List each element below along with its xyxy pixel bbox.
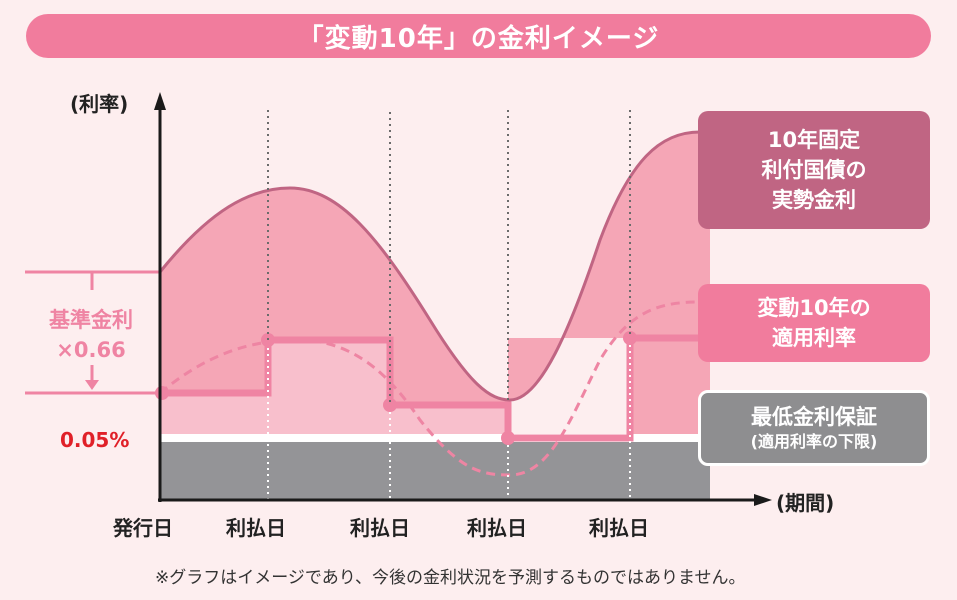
x-tick-payment-4: 利払日: [589, 516, 649, 540]
legend-variable-rate: 変動10年の 適用利率: [698, 284, 930, 362]
y-axis-label: (利率): [70, 92, 129, 116]
legend-bond-line1: 10年固定: [767, 128, 861, 152]
legend-floor-line2: (適用利率の下限): [750, 432, 878, 451]
base-rate-line1: 基準金利: [49, 308, 133, 332]
chart-title: 「変動10年」の金利イメージ: [26, 14, 931, 58]
legend-floor-rate: 最低金利保証 (適用利率の下限): [698, 390, 930, 466]
legend-bond-rate: 10年固定 利付国債の 実勢金利: [698, 111, 930, 229]
x-tick-payment-2: 利払日: [350, 516, 410, 540]
floor-band: [160, 442, 710, 500]
legend-bond-line3: 実勢金利: [772, 188, 856, 212]
legend-variable-line1: 変動10年の: [757, 296, 871, 320]
base-rate-annotation: 基準金利 ×0.66: [26, 305, 156, 365]
legend-floor-line1: 最低金利保証: [751, 405, 877, 429]
x-axis-label: (期間): [776, 491, 835, 515]
x-tick-issue-date: 発行日: [113, 516, 173, 540]
floor-rate-label: 0.05%: [60, 428, 130, 452]
bond-area: [160, 132, 710, 434]
bond-curve: [158, 130, 701, 402]
x-tick-payment-1: 利払日: [226, 516, 286, 540]
base-rate-line2: ×0.66: [56, 338, 126, 362]
x-tick-payment-3: 利払日: [467, 516, 527, 540]
footnote: ※グラフはイメージであり、今後の金利状況を予測するものではありません。: [155, 568, 746, 588]
legend-variable-line2: 適用利率: [772, 326, 856, 350]
legend-bond-line2: 利付国債の: [761, 158, 867, 182]
